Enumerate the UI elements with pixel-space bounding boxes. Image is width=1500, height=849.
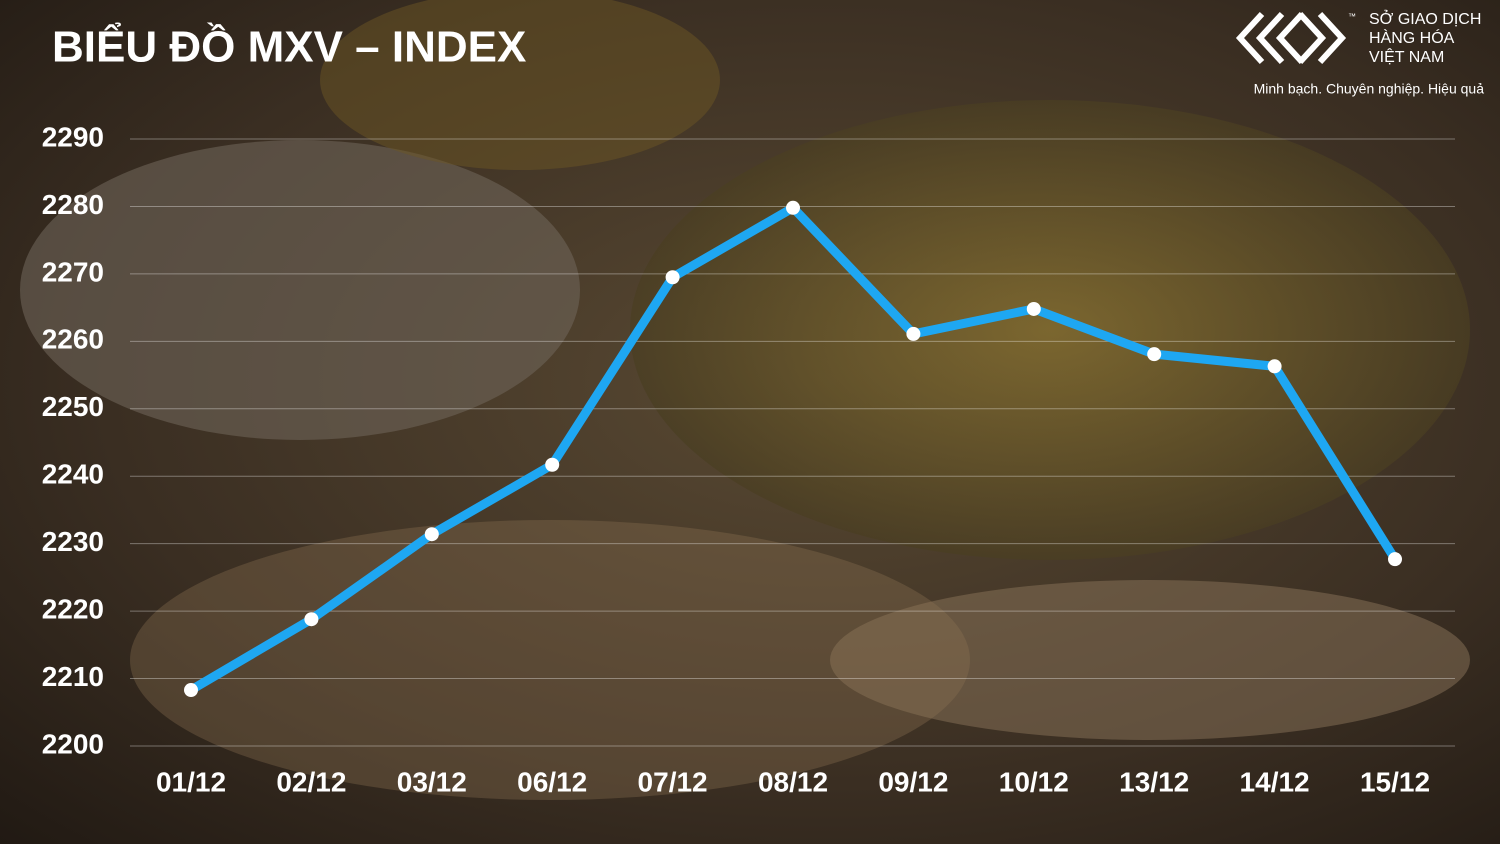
spoon: [830, 580, 1470, 740]
x-tick-label: 15/12: [1360, 766, 1430, 797]
point: [1147, 347, 1162, 362]
beans: [130, 520, 970, 800]
x-tick-label: 02/12: [276, 766, 346, 797]
point: [906, 326, 921, 341]
point: [1267, 359, 1282, 374]
x-tick-label: 08/12: [758, 766, 828, 797]
point: [424, 527, 439, 542]
x-tick-label: 10/12: [999, 766, 1069, 797]
y-tick-label: 2270: [42, 256, 104, 287]
x-tick-label: 03/12: [397, 766, 467, 797]
y-tick-label: 2240: [42, 459, 104, 490]
y-tick-label: 2290: [42, 121, 104, 152]
jar: [320, 0, 720, 170]
y-tick-label: 2230: [42, 526, 104, 557]
y-tick-label: 2220: [42, 594, 104, 625]
logo: [1235, 11, 1347, 65]
chart-title: BIỂU ĐỒ MXV – INDEX: [52, 21, 526, 72]
point: [786, 200, 800, 215]
point: [1388, 552, 1402, 567]
x-tick-label: 01/12: [156, 766, 226, 797]
point: [304, 612, 319, 627]
x-tick-label: 13/12: [1119, 766, 1189, 797]
x-tick-label: 14/12: [1240, 766, 1310, 797]
point: [665, 270, 680, 285]
logo-text: HÀNG HÓA: [1369, 28, 1455, 47]
logo-text: VIỆT NAM: [1369, 47, 1444, 66]
y-tick-label: 2280: [42, 189, 104, 220]
point: [545, 457, 560, 472]
logo-trademark: ™: [1348, 12, 1356, 21]
point: [184, 683, 198, 698]
x-tick-label: 06/12: [517, 766, 587, 797]
y-tick-label: 2250: [42, 391, 104, 422]
y-tick-label: 2260: [42, 324, 104, 355]
logo-mark: [1297, 11, 1347, 65]
logo-text: SỞ GIAO DỊCH: [1369, 9, 1481, 28]
y-tick-label: 2200: [42, 728, 104, 759]
bean-bowl: [20, 140, 580, 440]
x-tick-label: 09/12: [878, 766, 948, 797]
oil-bowl: [630, 100, 1470, 560]
y-tick-label: 2210: [42, 661, 104, 692]
logo-tagline: Minh bạch. Chuyên nghiệp. Hiệu quả: [1254, 81, 1485, 97]
point: [1026, 301, 1041, 316]
x-tick-label: 07/12: [638, 766, 708, 797]
logo-mark: [1235, 11, 1305, 65]
